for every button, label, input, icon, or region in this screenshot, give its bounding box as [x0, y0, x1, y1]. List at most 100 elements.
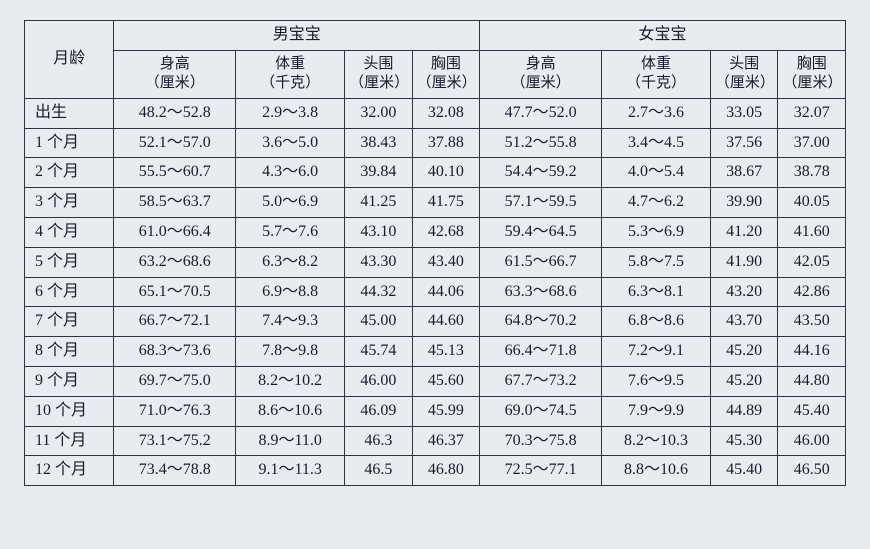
cell-b_hc: 43.30 — [345, 247, 413, 277]
col-boy-weight: 体重 （千克） — [236, 50, 345, 98]
cell-b_hc: 46.09 — [345, 396, 413, 426]
label: 身高 — [484, 55, 597, 75]
cell-g_h: 72.5～77.1 — [480, 456, 602, 486]
cell-b_hc: 45.74 — [345, 337, 413, 367]
unit: （厘米） — [118, 74, 231, 94]
table-row: 4 个月61.0～66.45.7～7.643.1042.6859.4～64.55… — [25, 217, 846, 247]
cell-b_hc: 46.3 — [345, 426, 413, 456]
cell-g_hc: 37.56 — [710, 128, 778, 158]
cell-b_cc: 32.08 — [412, 98, 480, 128]
col-group-girl: 女宝宝 — [480, 21, 846, 51]
cell-b_cc: 45.99 — [412, 396, 480, 426]
table-row: 5 个月63.2～68.66.3～8.243.3043.4061.5～66.75… — [25, 247, 846, 277]
cell-g_hc: 45.20 — [710, 337, 778, 367]
cell-g_w: 4.0～5.4 — [602, 158, 711, 188]
cell-b_hc: 38.43 — [345, 128, 413, 158]
label: 身高 — [118, 55, 231, 75]
cell-b_w: 6.3～8.2 — [236, 247, 345, 277]
cell-g_cc: 42.86 — [778, 277, 846, 307]
table-body: 出生48.2～52.82.9～3.832.0032.0847.7～52.02.7… — [25, 98, 846, 485]
unit: （千克） — [606, 74, 706, 94]
cell-b_h: 58.5～63.7 — [114, 188, 236, 218]
cell-b_h: 66.7～72.1 — [114, 307, 236, 337]
label: 胸围 — [782, 55, 841, 75]
unit: （厘米） — [417, 74, 476, 94]
cell-g_cc: 40.05 — [778, 188, 846, 218]
cell-g_hc: 43.70 — [710, 307, 778, 337]
label: 体重 — [240, 55, 340, 75]
table-row: 3 个月58.5～63.75.0～6.941.2541.7557.1～59.54… — [25, 188, 846, 218]
col-boy-head: 头围 （厘米） — [345, 50, 413, 98]
cell-b_cc: 44.60 — [412, 307, 480, 337]
label: 胸围 — [417, 55, 476, 75]
cell-age: 出生 — [25, 98, 114, 128]
col-girl-weight: 体重 （千克） — [602, 50, 711, 98]
cell-b_w: 8.9～11.0 — [236, 426, 345, 456]
cell-g_w: 5.3～6.9 — [602, 217, 711, 247]
cell-g_w: 8.2～10.3 — [602, 426, 711, 456]
cell-g_hc: 41.20 — [710, 217, 778, 247]
growth-table-sheet: 月龄 男宝宝 女宝宝 身高 （厘米） 体重 （千克） 头围 （厘米） 胸围 — [0, 0, 870, 510]
table-row: 出生48.2～52.82.9～3.832.0032.0847.7～52.02.7… — [25, 98, 846, 128]
cell-g_hc: 43.20 — [710, 277, 778, 307]
cell-g_h: 69.0～74.5 — [480, 396, 602, 426]
cell-age: 7 个月 — [25, 307, 114, 337]
cell-g_h: 51.2～55.8 — [480, 128, 602, 158]
growth-table: 月龄 男宝宝 女宝宝 身高 （厘米） 体重 （千克） 头围 （厘米） 胸围 — [24, 20, 846, 486]
cell-b_w: 9.1～11.3 — [236, 456, 345, 486]
cell-g_w: 6.8～8.6 — [602, 307, 711, 337]
cell-age: 4 个月 — [25, 217, 114, 247]
col-age: 月龄 — [25, 21, 114, 99]
col-boy-chest: 胸围 （厘米） — [412, 50, 480, 98]
cell-g_h: 66.4～71.8 — [480, 337, 602, 367]
cell-g_cc: 37.00 — [778, 128, 846, 158]
cell-b_cc: 44.06 — [412, 277, 480, 307]
table-row: 11 个月73.1～75.28.9～11.046.346.3770.3～75.8… — [25, 426, 846, 456]
cell-g_h: 61.5～66.7 — [480, 247, 602, 277]
cell-b_w: 7.8～9.8 — [236, 337, 345, 367]
cell-g_h: 47.7～52.0 — [480, 98, 602, 128]
table-row: 7 个月66.7～72.17.4～9.345.0044.6064.8～70.26… — [25, 307, 846, 337]
cell-g_cc: 46.50 — [778, 456, 846, 486]
cell-b_h: 65.1～70.5 — [114, 277, 236, 307]
cell-b_h: 71.0～76.3 — [114, 396, 236, 426]
unit: （厘米） — [782, 74, 841, 94]
cell-g_w: 4.7～6.2 — [602, 188, 711, 218]
cell-g_h: 57.1～59.5 — [480, 188, 602, 218]
cell-b_w: 6.9～8.8 — [236, 277, 345, 307]
cell-g_hc: 38.67 — [710, 158, 778, 188]
cell-g_h: 70.3～75.8 — [480, 426, 602, 456]
cell-g_cc: 45.40 — [778, 396, 846, 426]
cell-g_cc: 42.05 — [778, 247, 846, 277]
cell-g_w: 5.8～7.5 — [602, 247, 711, 277]
cell-g_w: 7.2～9.1 — [602, 337, 711, 367]
cell-b_cc: 46.80 — [412, 456, 480, 486]
label: 头围 — [715, 55, 774, 75]
cell-g_hc: 41.90 — [710, 247, 778, 277]
cell-g_w: 2.7～3.6 — [602, 98, 711, 128]
cell-b_w: 4.3～6.0 — [236, 158, 345, 188]
cell-b_h: 73.1～75.2 — [114, 426, 236, 456]
cell-b_cc: 46.37 — [412, 426, 480, 456]
cell-g_h: 54.4～59.2 — [480, 158, 602, 188]
cell-b_w: 8.2～10.2 — [236, 366, 345, 396]
cell-g_cc: 44.16 — [778, 337, 846, 367]
cell-age: 11 个月 — [25, 426, 114, 456]
col-boy-height: 身高 （厘米） — [114, 50, 236, 98]
label: 体重 — [606, 55, 706, 75]
cell-g_hc: 45.30 — [710, 426, 778, 456]
cell-b_cc: 45.60 — [412, 366, 480, 396]
unit: （厘米） — [349, 74, 408, 94]
unit: （千克） — [240, 74, 340, 94]
cell-age: 3 个月 — [25, 188, 114, 218]
cell-age: 10 个月 — [25, 396, 114, 426]
cell-b_cc: 45.13 — [412, 337, 480, 367]
cell-g_hc: 39.90 — [710, 188, 778, 218]
cell-g_cc: 44.80 — [778, 366, 846, 396]
unit: （厘米） — [484, 74, 597, 94]
cell-age: 1 个月 — [25, 128, 114, 158]
col-girl-head: 头围 （厘米） — [710, 50, 778, 98]
unit: （厘米） — [715, 74, 774, 94]
cell-b_h: 55.5～60.7 — [114, 158, 236, 188]
label: 头围 — [349, 55, 408, 75]
